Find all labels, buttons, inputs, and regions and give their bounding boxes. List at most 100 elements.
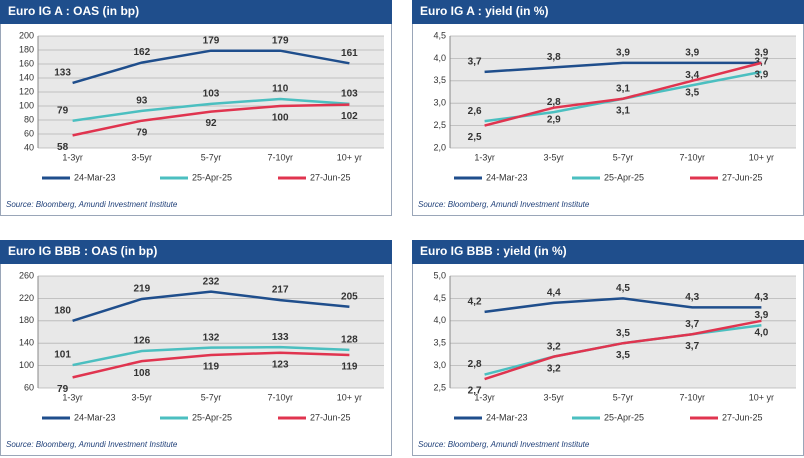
x-tick-label: 3-5yr <box>132 392 153 402</box>
series-line <box>72 103 350 137</box>
value-label: 3,1 <box>616 83 630 94</box>
y-tick-label: 100 <box>19 100 34 110</box>
value-label: 133 <box>272 332 289 343</box>
x-tick-label: 1-3yr <box>62 152 83 162</box>
value-label: 79 <box>57 384 69 395</box>
value-label: 3,9 <box>754 70 768 81</box>
y-tick-label: 200 <box>19 30 34 40</box>
value-label: 2,9 <box>547 114 561 125</box>
value-label: 179 <box>203 35 220 46</box>
value-label: 3,7 <box>685 341 699 352</box>
x-tick-label: 10+ yr <box>749 392 774 402</box>
series-line <box>72 351 350 379</box>
chart-title: Euro IG BBB : yield (in %) <box>420 244 567 258</box>
legend-label: 24-Mar-23 <box>486 412 528 422</box>
chart-title: Euro IG BBB : OAS (in bp) <box>8 244 157 258</box>
legend-label: 27-Jun-25 <box>310 172 351 182</box>
x-tick-label: 1-3yr <box>474 152 495 162</box>
x-tick-label: 5-7yr <box>201 152 222 162</box>
value-label: 4,4 <box>547 288 561 299</box>
series-line <box>72 49 350 85</box>
value-label: 4,3 <box>685 292 699 303</box>
x-tick-label: 7-10yr <box>679 152 705 162</box>
y-tick-label: 40 <box>24 142 34 152</box>
source-note: Source: Bloomberg, Amundi Investment Ins… <box>6 440 178 449</box>
x-tick-label: 7-10yr <box>679 392 705 402</box>
value-label: 3,5 <box>616 350 630 361</box>
value-label: 133 <box>54 68 71 79</box>
value-label: 3,7 <box>754 56 768 67</box>
header-bar <box>412 240 804 264</box>
y-tick-label: 140 <box>19 72 34 82</box>
value-label: 2,7 <box>468 386 482 397</box>
legend-label: 25-Apr-25 <box>192 412 232 422</box>
x-tick-label: 3-5yr <box>544 392 565 402</box>
value-label: 79 <box>136 127 148 138</box>
series-line <box>72 345 350 367</box>
chart-title: Euro IG A : OAS (in bp) <box>8 4 139 18</box>
series-line <box>484 319 762 381</box>
legend-label: 25-Apr-25 <box>192 172 232 182</box>
x-tick-label: 10+ yr <box>337 152 362 162</box>
plot-area <box>38 276 384 388</box>
x-tick-label: 3-5yr <box>132 152 153 162</box>
value-label: 3,9 <box>754 48 768 59</box>
legend-label: 27-Jun-25 <box>722 172 763 182</box>
value-label: 162 <box>133 47 150 58</box>
value-label: 103 <box>203 89 220 100</box>
x-tick-label: 1-3yr <box>62 392 83 402</box>
value-label: 3,1 <box>616 105 630 116</box>
x-tick-label: 1-3yr <box>474 392 495 402</box>
source-note: Source: Bloomberg, Amundi Investment Ins… <box>418 200 590 209</box>
value-label: 2,6 <box>468 106 482 117</box>
y-tick-label: 100 <box>19 360 34 370</box>
series-line <box>484 61 762 74</box>
y-tick-label: 140 <box>19 338 34 348</box>
series-line <box>484 297 762 314</box>
y-tick-label: 3,5 <box>433 75 446 85</box>
value-label: 3,9 <box>685 48 699 59</box>
value-label: 3,5 <box>685 87 699 98</box>
y-tick-label: 2,5 <box>433 382 446 392</box>
y-tick-label: 4,5 <box>433 30 446 40</box>
value-label: 4,2 <box>468 296 482 307</box>
y-tick-label: 3,5 <box>433 338 446 348</box>
chart-panel: Euro IG BBB : yield (in %) 2,5 3,0 3,5 4,0 4,… <box>412 240 804 456</box>
value-label: 3,9 <box>754 310 768 321</box>
value-label: 219 <box>133 284 150 295</box>
value-label: 126 <box>133 336 150 347</box>
y-tick-label: 3,0 <box>433 360 446 370</box>
y-tick-label: 4,0 <box>433 53 446 63</box>
y-tick-label: 2,5 <box>433 120 446 130</box>
legend-label: 25-Apr-25 <box>604 412 644 422</box>
y-tick-label: 180 <box>19 315 34 325</box>
value-label: 93 <box>136 96 148 107</box>
series-line <box>72 290 350 322</box>
y-tick-label: 3,0 <box>433 98 446 108</box>
legend-label: 24-Mar-23 <box>74 412 116 422</box>
source-note: Source: Bloomberg, Amundi Investment Ins… <box>418 440 590 449</box>
y-tick-label: 60 <box>24 382 34 392</box>
value-label: 4,0 <box>754 327 768 338</box>
value-label: 217 <box>272 285 289 296</box>
value-label: 179 <box>272 35 289 46</box>
x-tick-label: 5-7yr <box>201 392 222 402</box>
value-label: 3,2 <box>547 363 561 374</box>
y-tick-label: 4,0 <box>433 315 446 325</box>
x-tick-label: 10+ yr <box>749 152 774 162</box>
value-label: 4,5 <box>616 283 630 294</box>
x-tick-label: 3-5yr <box>544 152 565 162</box>
value-label: 58 <box>57 142 69 153</box>
value-label: 3,2 <box>547 341 561 352</box>
value-label: 101 <box>54 350 71 361</box>
chart-title: Euro IG A : yield (in %) <box>420 4 548 18</box>
y-tick-label: 5,0 <box>433 270 446 280</box>
value-label: 3,7 <box>468 56 482 67</box>
value-label: 2,8 <box>468 359 482 370</box>
y-tick-label: 60 <box>24 128 34 138</box>
value-label: 79 <box>57 105 69 116</box>
value-label: 123 <box>272 359 289 370</box>
x-tick-label: 10+ yr <box>337 392 362 402</box>
value-label: 119 <box>203 362 220 373</box>
value-label: 2,8 <box>547 97 561 108</box>
